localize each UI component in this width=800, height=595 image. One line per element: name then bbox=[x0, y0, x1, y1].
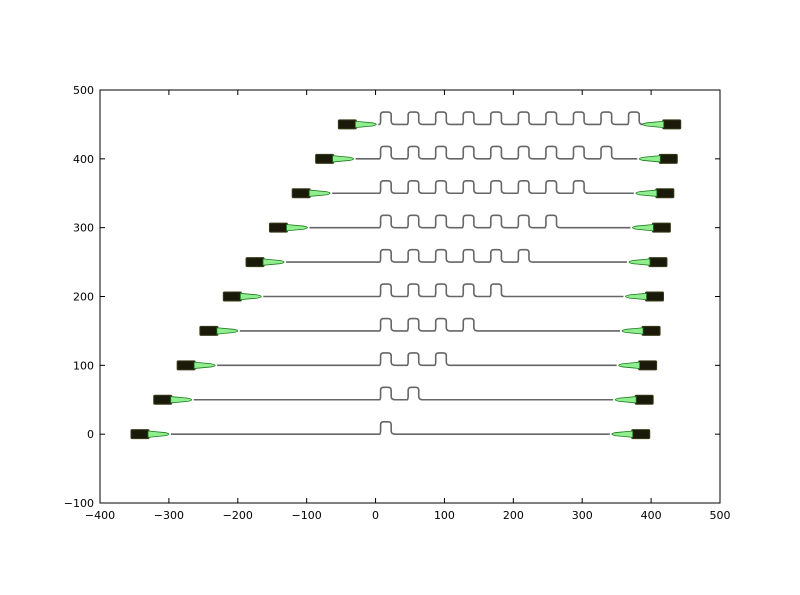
waveguide bbox=[217, 352, 617, 367]
waveguide bbox=[263, 283, 624, 298]
x-tick-label: −400 bbox=[85, 509, 115, 522]
device-row bbox=[199, 317, 661, 336]
right-taper bbox=[625, 292, 647, 301]
left-taper bbox=[147, 430, 170, 438]
right-grating-pad bbox=[634, 394, 654, 405]
waveguide bbox=[171, 420, 610, 435]
device-row bbox=[268, 214, 671, 233]
right-taper bbox=[631, 224, 654, 232]
y-tick-label: 100 bbox=[73, 359, 94, 372]
axes-layer: −400 −300 −200 −100 0 100 200 300 400 500 −100 0 100… bbox=[64, 84, 731, 522]
left-taper bbox=[170, 396, 193, 404]
y-tick-label: 0 bbox=[87, 428, 94, 441]
x-tick-label: 500 bbox=[710, 509, 731, 522]
left-grating-pad bbox=[291, 188, 311, 199]
right-grating-pad bbox=[641, 325, 661, 336]
device-row bbox=[222, 283, 665, 302]
right-taper bbox=[621, 327, 644, 335]
right-taper bbox=[638, 155, 661, 163]
right-taper bbox=[642, 120, 665, 129]
left-taper bbox=[262, 258, 285, 266]
device-row bbox=[291, 180, 675, 199]
x-tick-label: −300 bbox=[154, 509, 184, 522]
left-taper bbox=[239, 292, 262, 301]
left-grating-pad bbox=[176, 360, 196, 371]
y-tick-label: −100 bbox=[64, 497, 94, 510]
right-taper bbox=[614, 396, 637, 404]
waveguide bbox=[286, 248, 627, 263]
y-tick-label: 300 bbox=[73, 222, 94, 235]
x-tick-label: −100 bbox=[292, 509, 322, 522]
left-grating-pad bbox=[315, 153, 335, 164]
left-grating-pad bbox=[130, 429, 150, 440]
left-taper bbox=[332, 155, 355, 163]
device-row bbox=[130, 420, 651, 440]
right-taper bbox=[618, 361, 641, 369]
right-taper bbox=[628, 258, 651, 266]
right-taper bbox=[635, 189, 658, 197]
right-grating-pad bbox=[658, 153, 678, 164]
left-grating-pad bbox=[337, 119, 357, 130]
waveguide bbox=[378, 111, 656, 126]
x-tick-label: 100 bbox=[434, 509, 455, 522]
waveguide bbox=[309, 214, 631, 229]
device-row bbox=[315, 145, 678, 164]
x-tick-label: 200 bbox=[503, 509, 524, 522]
right-grating-pad bbox=[638, 360, 658, 371]
x-tick-label: 0 bbox=[372, 509, 379, 522]
x-tick-label: 400 bbox=[641, 509, 662, 522]
left-taper bbox=[308, 189, 331, 197]
device-row bbox=[337, 111, 682, 130]
right-grating-pad bbox=[651, 222, 671, 233]
y-tick-label: 500 bbox=[73, 84, 94, 97]
left-taper bbox=[193, 361, 216, 369]
waveguide bbox=[193, 386, 614, 401]
left-taper bbox=[216, 327, 239, 335]
device-row bbox=[245, 248, 668, 268]
y-tick-label: 400 bbox=[73, 153, 94, 166]
left-taper bbox=[286, 224, 308, 232]
device-row bbox=[176, 352, 658, 371]
devices-layer bbox=[130, 111, 682, 440]
right-grating-pad bbox=[631, 429, 651, 440]
waveguide bbox=[239, 317, 621, 332]
left-grating-pad bbox=[222, 291, 242, 302]
device-row bbox=[153, 386, 654, 405]
right-grating-pad bbox=[645, 291, 665, 302]
left-grating-pad bbox=[153, 394, 173, 405]
x-tick-label: −200 bbox=[223, 509, 253, 522]
waveguide bbox=[355, 145, 638, 160]
right-grating-pad bbox=[648, 257, 668, 268]
y-tick-label: 200 bbox=[73, 291, 94, 304]
waveguide bbox=[332, 180, 634, 195]
left-grating-pad bbox=[199, 325, 219, 336]
x-tick-label: 300 bbox=[572, 509, 593, 522]
left-taper bbox=[354, 120, 377, 129]
right-grating-pad bbox=[662, 119, 682, 130]
right-grating-pad bbox=[655, 188, 675, 199]
right-taper bbox=[611, 430, 634, 438]
left-grating-pad bbox=[268, 222, 288, 233]
left-grating-pad bbox=[245, 257, 265, 268]
